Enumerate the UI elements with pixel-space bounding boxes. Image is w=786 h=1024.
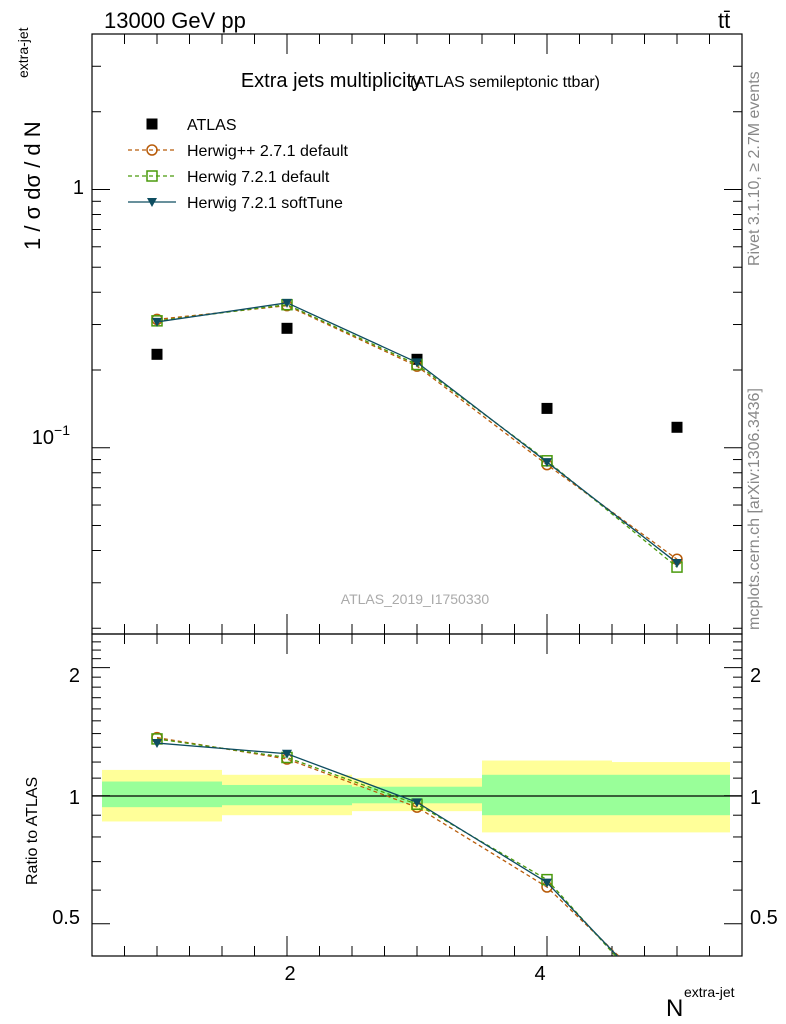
- main-point-atlas: [541, 402, 553, 414]
- chart-title: Extra jets multiplicity: [241, 70, 422, 92]
- main-line-herwig-2-7-1-default: [156, 304, 678, 560]
- ratio-series-group: [151, 731, 620, 956]
- ratio-band-inner: [102, 781, 222, 808]
- legend-label-herwig-7-2-1-default: Herwig 7.2.1 default: [187, 169, 330, 186]
- ratio-point-herwig-7-2-1-softtune: [542, 878, 552, 888]
- ratio-ytick-label-right-1: 1: [750, 787, 761, 809]
- energy-label: 13000 GeV pp: [104, 8, 246, 33]
- main-ylabel-superscript: extra-jet: [15, 27, 31, 78]
- xtick-label-2: 2: [284, 963, 295, 985]
- main-series-group: [151, 298, 683, 573]
- legend: ATLAS Herwig++ 2.7.1 default Herwig 7.2.1 …: [128, 117, 349, 212]
- chart-subtitle: (ATLAS semileptonic ttbar): [410, 74, 600, 91]
- legend-label-herwig-7-2-1-softtune: Herwig 7.2.1 softTune: [187, 195, 343, 212]
- main-line-herwig-7-2-1-default: [156, 304, 678, 568]
- ratio-band-inner: [482, 774, 612, 816]
- process-label: tt̄: [718, 8, 731, 33]
- axis-ticks: [91, 33, 743, 956]
- main-ytick-label-0.1: 10−1: [32, 422, 70, 449]
- ratio-point-herwig-7-2-1-softtune: [152, 739, 162, 749]
- main-point-herwig-7-2-1-softtune: [412, 358, 422, 368]
- ratio-ytick-label-1: 1: [69, 787, 80, 809]
- main-point-herwig-7-2-1-softtune: [152, 317, 162, 327]
- legend-label-atlas: ATLAS: [187, 117, 237, 134]
- ratio-point-herwig-7-2-1-softtune: [282, 749, 292, 759]
- legend-label-herwig-2-7-1-default: Herwig++ 2.7.1 default: [187, 143, 349, 160]
- legend-marker-herwig-7-2-1-default: [146, 170, 158, 182]
- main-point-herwig-7-2-1-softtune: [542, 458, 552, 468]
- ratio-band-inner: [222, 784, 352, 806]
- analysis-watermark: ATLAS_2019_I1750330: [341, 591, 490, 607]
- ratio-point-herwig-7-2-1-softtune: [412, 798, 422, 808]
- main-point-atlas: [671, 421, 683, 433]
- legend-marker-herwig-7-2-1-softtune: [147, 198, 157, 207]
- main-ytick-label-1: 1: [73, 177, 84, 199]
- main-point-herwig-7-2-1-softtune: [282, 298, 292, 308]
- main-point-atlas: [151, 348, 163, 360]
- ratio-ytick-label-right-0.5: 0.5: [750, 907, 778, 929]
- legend-marker-atlas: [146, 118, 158, 130]
- ratio-ylabel: Ratio to ATLAS: [24, 777, 41, 885]
- ratio-band-inner: [612, 774, 730, 816]
- main-point-herwig-7-2-1-softtune: [672, 558, 682, 568]
- ratio-ytick-label-right-2: 2: [750, 665, 761, 687]
- ratio-ytick-label-0.5: 0.5: [52, 907, 80, 929]
- main-ylabel: 1 / σ dσ / d N: [20, 121, 45, 250]
- main-point-atlas: [281, 322, 293, 334]
- xlabel-superscript: extra-jet: [684, 984, 735, 1000]
- xtick-label-4: 4: [534, 963, 545, 985]
- legend-marker-herwig-2-7-1-default: [146, 144, 158, 156]
- ratio-ytick-label-2: 2: [69, 665, 80, 687]
- xlabel: N: [666, 995, 683, 1022]
- main-line-herwig-7-2-1-softtune: [156, 302, 678, 564]
